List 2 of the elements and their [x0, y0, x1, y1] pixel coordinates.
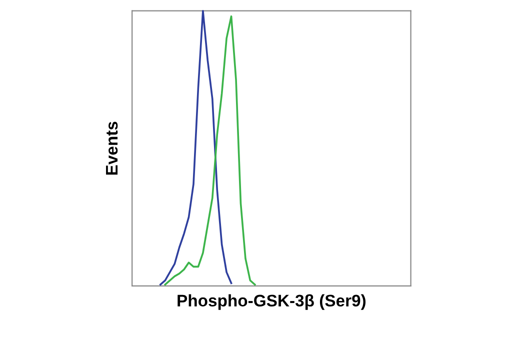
x-axis-title: Phospho-GSK-3β (Ser9) [178, 294, 366, 310]
y-axis-title: Events [106, 122, 118, 175]
